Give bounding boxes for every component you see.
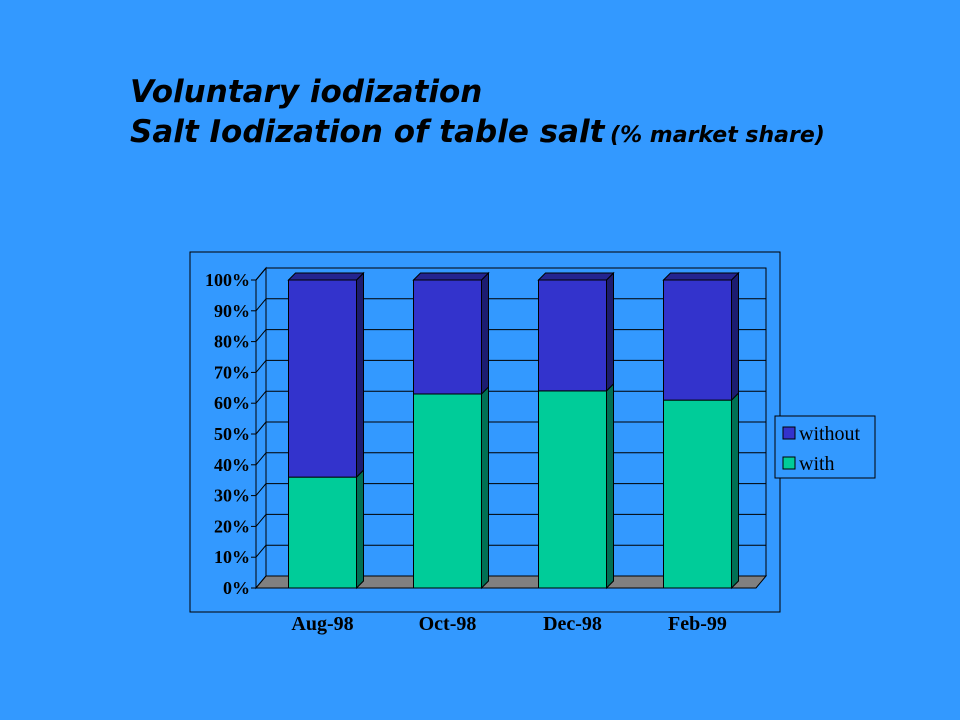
y-tick-label: 80% (214, 332, 250, 352)
y-tick-label: 0% (223, 578, 250, 598)
gridline-side (255, 514, 267, 527)
chart-title: Voluntary iodization Salt Iodization of … (130, 72, 910, 156)
y-tick-label: 90% (214, 301, 250, 321)
title-line-2: Salt Iodization of table salt (130, 114, 605, 150)
bar-top-without (412, 272, 490, 281)
bar-segment-without (663, 279, 732, 401)
y-tick-label: 50% (214, 424, 250, 444)
y-tick-label: 60% (214, 393, 250, 413)
x-tick-label: Dec-98 (543, 613, 602, 635)
gridline-side (255, 544, 267, 558)
title-subtitle: (% market share) (610, 123, 825, 148)
bar-segment-with (288, 476, 357, 589)
bar-segment-with (663, 399, 732, 589)
y-tick-label: 20% (214, 516, 250, 536)
bar-side-with (481, 385, 489, 590)
bar-segment-without (288, 279, 357, 478)
x-tick-label: Aug-98 (291, 613, 353, 635)
bar-side-without (731, 271, 739, 402)
x-tick-label: Oct-98 (419, 613, 477, 635)
gridline-side (255, 267, 267, 281)
bar-side-without (481, 271, 489, 396)
y-tick-label: 40% (214, 455, 250, 475)
bar-top-without (537, 272, 615, 281)
legend-swatch-with (782, 456, 796, 470)
gridline-side (255, 421, 267, 435)
gridline-side (255, 483, 267, 496)
y-tick-label: 100% (205, 270, 250, 290)
gridline-side (255, 298, 267, 312)
gridline-side (255, 390, 267, 404)
bar-side-without (356, 271, 364, 479)
bar-side-with (606, 382, 614, 590)
bar-segment-without (538, 279, 607, 392)
legend-label-with: with (799, 453, 835, 475)
title-line-1: Voluntary iodization (130, 74, 483, 110)
legend-label-without: without (799, 423, 861, 445)
legend-swatch-without (782, 426, 796, 440)
bar-top-without (662, 272, 740, 281)
y-tick-label: 70% (214, 362, 250, 382)
bar-side-with (356, 468, 364, 590)
bar-segment-without (413, 279, 482, 395)
bar-segment-with (413, 393, 482, 589)
x-tick-label: Feb-99 (668, 613, 727, 635)
y-tick-label: 30% (214, 486, 250, 506)
bar-segment-with (538, 390, 607, 589)
y-tick-label: 10% (214, 547, 250, 567)
gridline-side (255, 452, 267, 466)
bar-top-without (287, 272, 365, 281)
gridline-side (255, 360, 267, 373)
bar-side-without (606, 271, 614, 393)
bar-side-with (731, 391, 739, 590)
gridline-side (255, 329, 267, 342)
